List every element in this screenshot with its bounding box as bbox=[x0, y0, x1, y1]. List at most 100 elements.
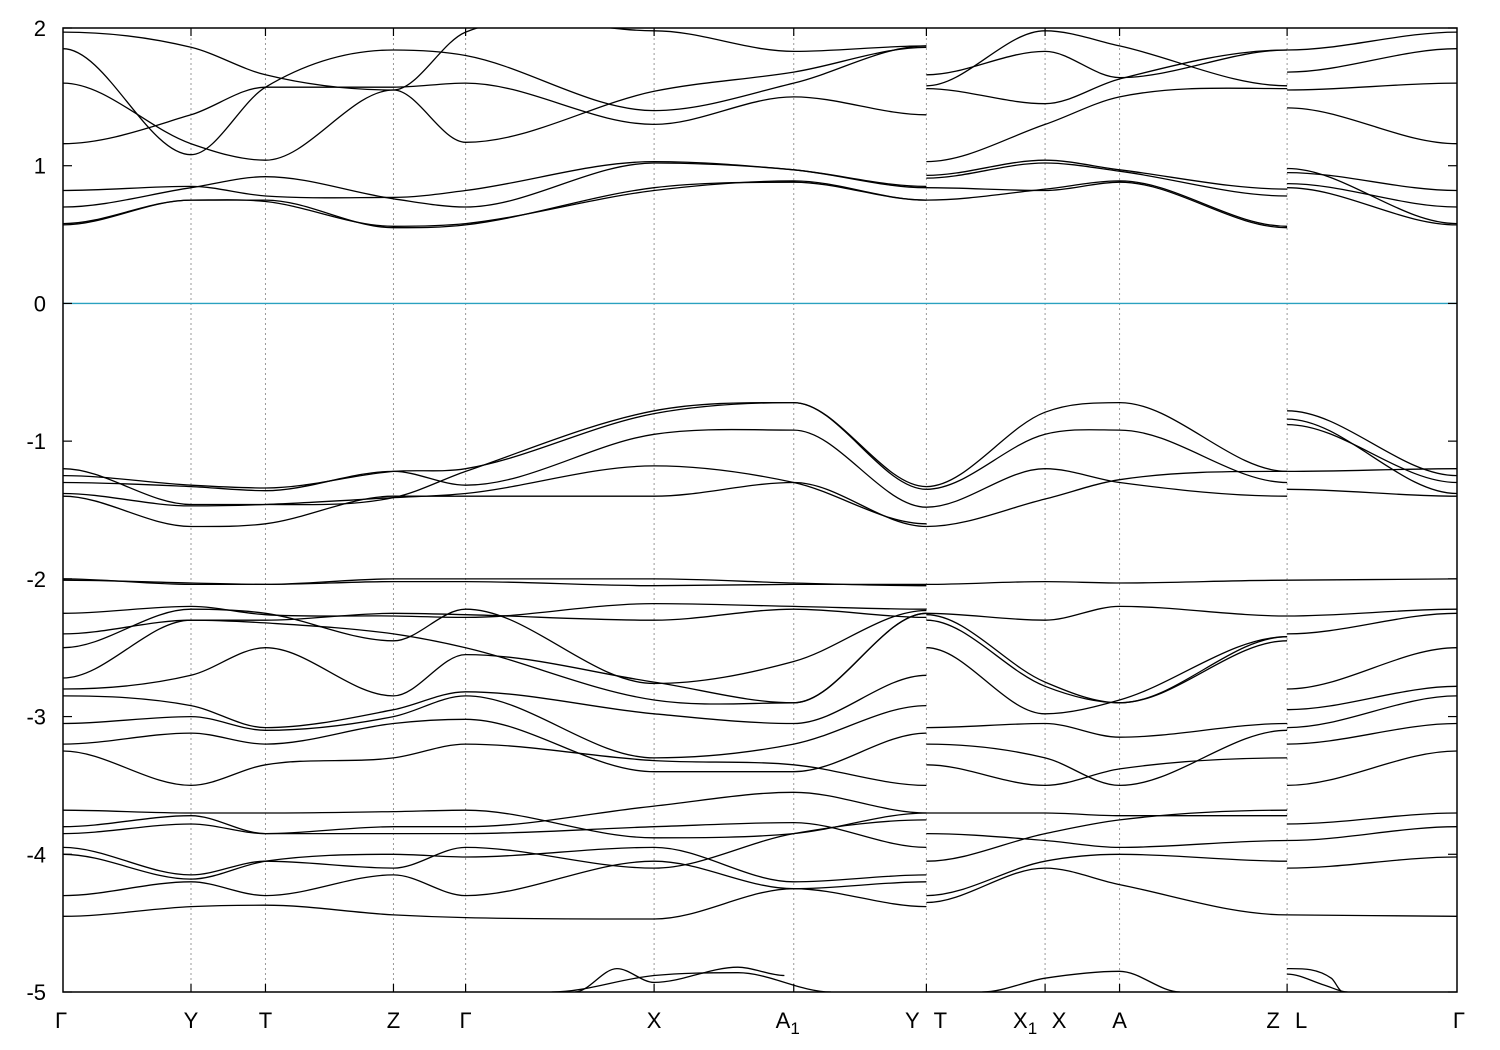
band-line bbox=[1287, 182, 1457, 208]
band-line bbox=[1287, 488, 1457, 497]
kpoint-label: L bbox=[1295, 1008, 1307, 1033]
band-line bbox=[1287, 167, 1457, 225]
band-line bbox=[63, 401, 927, 506]
kpoint-label: X1 bbox=[1013, 1008, 1037, 1038]
band-line bbox=[926, 809, 1288, 862]
band-line bbox=[1287, 967, 1344, 992]
band-line bbox=[926, 832, 1288, 849]
kpoint-label: Y bbox=[184, 1008, 199, 1033]
band-line bbox=[1287, 48, 1457, 73]
kpoint-label: X bbox=[647, 1008, 662, 1033]
band-line bbox=[63, 181, 927, 229]
band-line bbox=[63, 82, 927, 145]
band-line bbox=[1287, 812, 1457, 825]
band-line bbox=[63, 718, 927, 773]
band-line bbox=[63, 46, 927, 161]
kpoint-label: Z bbox=[387, 1008, 400, 1033]
kpoint-label: Γ bbox=[55, 1008, 67, 1033]
band-line bbox=[1287, 107, 1457, 145]
band-line bbox=[1287, 608, 1457, 617]
band-line bbox=[63, 821, 927, 849]
band-line bbox=[926, 636, 1288, 715]
band-line bbox=[63, 578, 927, 587]
band-line bbox=[926, 162, 1288, 197]
kpoint-label: Y bbox=[905, 1008, 920, 1033]
band-line bbox=[926, 614, 1288, 704]
band-line bbox=[1287, 647, 1457, 690]
band-lines bbox=[63, 28, 1457, 992]
band-line bbox=[63, 860, 927, 897]
band-line bbox=[63, 809, 927, 839]
band-line bbox=[63, 578, 927, 587]
plot-frame bbox=[62, 27, 1458, 993]
band-line bbox=[1287, 423, 1457, 484]
band-line bbox=[1287, 612, 1457, 635]
band-line bbox=[982, 970, 1181, 992]
band-line bbox=[63, 465, 927, 525]
band-line bbox=[926, 49, 1288, 79]
band-line bbox=[63, 846, 927, 883]
kpoint-label: T bbox=[934, 1008, 947, 1033]
kpoint-label: X bbox=[1052, 1008, 1067, 1033]
band-line bbox=[1287, 722, 1457, 745]
band-line bbox=[926, 87, 1288, 163]
kpoint-label: A bbox=[1112, 1008, 1127, 1033]
band-line bbox=[926, 722, 1288, 738]
band-line bbox=[1287, 856, 1457, 869]
band-line bbox=[1287, 750, 1457, 787]
band-line bbox=[926, 401, 1288, 488]
band-line bbox=[63, 819, 927, 876]
band-line bbox=[1287, 685, 1457, 711]
band-line bbox=[63, 674, 927, 729]
band-line bbox=[926, 605, 1288, 621]
band-line bbox=[926, 619, 1288, 704]
band-line bbox=[926, 729, 1288, 787]
band-line bbox=[63, 45, 927, 156]
band-line bbox=[63, 428, 927, 508]
band-line bbox=[1287, 171, 1457, 192]
band-line bbox=[926, 429, 1288, 490]
band-line bbox=[63, 28, 927, 91]
band-line bbox=[63, 401, 927, 490]
band-line bbox=[63, 695, 927, 759]
kpoint-label: Γ bbox=[460, 1008, 472, 1033]
band-line bbox=[1287, 410, 1457, 477]
high-symmetry-gridlines bbox=[190, 28, 1288, 992]
band-line bbox=[63, 180, 927, 227]
y-tick-label: -3 bbox=[26, 705, 46, 730]
band-line bbox=[1287, 914, 1457, 917]
y-tick-label: -1 bbox=[26, 429, 46, 454]
y-tick-label: -5 bbox=[26, 980, 46, 1005]
band-line bbox=[926, 180, 1288, 227]
band-line bbox=[926, 49, 1288, 105]
band-line bbox=[926, 812, 1288, 817]
x-axis: Γ Y T Z Γ X A1 Y T X1 X A Z L Γ bbox=[55, 28, 1465, 1038]
y-tick-label: 1 bbox=[34, 154, 46, 179]
band-line bbox=[551, 972, 832, 992]
band-line bbox=[1287, 578, 1457, 581]
band-line bbox=[63, 743, 927, 787]
y-tick-label: -2 bbox=[26, 567, 46, 592]
band-line bbox=[926, 470, 1288, 528]
kpoint-label: Γ bbox=[1453, 1008, 1465, 1033]
kpoint-label: Z bbox=[1266, 1008, 1279, 1033]
band-line bbox=[63, 612, 927, 704]
y-axis: -5 -4 -3 -2 -1 0 1 2 bbox=[26, 16, 1457, 1005]
band-line bbox=[1287, 695, 1457, 729]
band-line bbox=[1287, 468, 1457, 473]
y-tick-label: -4 bbox=[26, 842, 46, 867]
band-line bbox=[574, 966, 785, 992]
band-line bbox=[63, 602, 927, 619]
band-line bbox=[63, 791, 927, 835]
band-line bbox=[926, 579, 1288, 586]
band-line bbox=[63, 612, 927, 705]
band-line bbox=[926, 181, 1288, 229]
band-line bbox=[63, 608, 927, 635]
band-line bbox=[1287, 418, 1457, 495]
band-line bbox=[926, 867, 1288, 916]
band-line bbox=[926, 853, 1288, 897]
kpoint-label: T bbox=[259, 1008, 272, 1033]
band-line bbox=[1287, 187, 1457, 226]
y-tick-label: 0 bbox=[34, 291, 46, 316]
